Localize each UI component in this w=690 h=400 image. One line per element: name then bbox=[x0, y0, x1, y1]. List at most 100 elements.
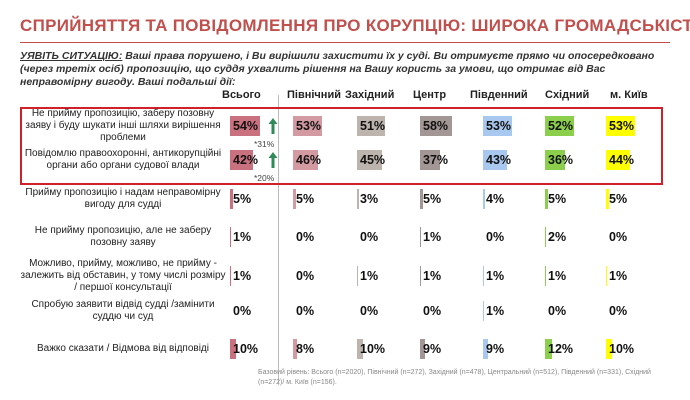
bar bbox=[230, 266, 231, 286]
bar bbox=[420, 116, 452, 136]
value-label: 1% bbox=[548, 269, 567, 283]
bar bbox=[420, 266, 421, 286]
bar bbox=[230, 227, 231, 247]
value-label: 43% bbox=[486, 153, 512, 167]
arrow-shape bbox=[268, 118, 278, 134]
arrow-shape bbox=[268, 152, 278, 168]
value-label: 9% bbox=[423, 342, 442, 356]
value-label: 1% bbox=[486, 269, 505, 283]
column-header: Західний bbox=[345, 89, 395, 101]
bar bbox=[483, 301, 484, 321]
value-label: 12% bbox=[548, 342, 574, 356]
bar bbox=[357, 116, 386, 136]
bar bbox=[357, 339, 363, 359]
column-header: Східний bbox=[545, 89, 590, 101]
value-label: 46% bbox=[296, 153, 322, 167]
title-rule bbox=[20, 42, 670, 43]
value-label: 0% bbox=[548, 304, 567, 318]
value-label: 54% bbox=[233, 119, 259, 133]
bar bbox=[606, 189, 609, 209]
value-label: 4% bbox=[486, 192, 505, 206]
value-label: 2% bbox=[548, 230, 567, 244]
value-label: 0% bbox=[296, 269, 315, 283]
up-arrow bbox=[268, 118, 278, 134]
value-label: 0% bbox=[360, 304, 379, 318]
value-label: 5% bbox=[548, 192, 567, 206]
question: УЯВІТЬ СИТУАЦІЮ: Ваші права порушено, і … bbox=[20, 50, 670, 89]
annotation: *20% bbox=[254, 173, 275, 183]
value-label: 0% bbox=[423, 304, 442, 318]
bar bbox=[483, 339, 488, 359]
bar bbox=[483, 116, 513, 136]
row-label: Повідомлю правоохоронні, антикорупційні … bbox=[24, 148, 222, 171]
bar bbox=[606, 116, 636, 136]
row-label: Не прийму пропозицію, але не заберу позо… bbox=[34, 225, 212, 248]
bar bbox=[606, 339, 612, 359]
bar bbox=[483, 189, 486, 209]
bar bbox=[420, 189, 423, 209]
value-label: 10% bbox=[360, 342, 386, 356]
value-label: 37% bbox=[423, 153, 449, 167]
bar bbox=[293, 189, 296, 209]
row-label: Прийму пропозицію і надам неправомірну в… bbox=[25, 187, 221, 210]
value-label: 3% bbox=[360, 192, 379, 206]
value-label: 0% bbox=[296, 230, 315, 244]
highlight-box bbox=[20, 107, 663, 185]
value-label: 1% bbox=[233, 230, 252, 244]
value-label: 1% bbox=[233, 269, 252, 283]
value-label: 0% bbox=[609, 304, 628, 318]
value-label: 0% bbox=[486, 230, 505, 244]
bar bbox=[357, 266, 358, 286]
value-label: 45% bbox=[360, 153, 386, 167]
value-label: 44% bbox=[609, 153, 635, 167]
value-label: 1% bbox=[360, 269, 379, 283]
bar bbox=[545, 339, 552, 359]
bar bbox=[483, 266, 484, 286]
bar bbox=[420, 227, 421, 247]
value-label: 5% bbox=[609, 192, 628, 206]
bar bbox=[420, 150, 441, 170]
value-label: 0% bbox=[233, 304, 252, 318]
bar bbox=[230, 189, 233, 209]
bar bbox=[357, 189, 359, 209]
bar bbox=[545, 189, 548, 209]
value-label: 0% bbox=[360, 230, 379, 244]
value-label: 53% bbox=[296, 119, 322, 133]
value-label: 42% bbox=[233, 153, 259, 167]
footnote: Базовий рівень: Всього (n=2020), Північн… bbox=[258, 369, 651, 386]
value-label: 5% bbox=[233, 192, 252, 206]
bar bbox=[483, 150, 507, 170]
value-label: 36% bbox=[548, 153, 574, 167]
question-text: Ваші права порушено, і Ви вирішили захис… bbox=[20, 50, 655, 88]
annotation: *31% bbox=[254, 139, 275, 149]
column-header: Центр bbox=[413, 89, 447, 101]
title: СПРИЙНЯТТЯ ТА ПОВІДОМЛЕННЯ ПРО КОРУПЦІЮ:… bbox=[20, 16, 690, 35]
bar bbox=[420, 339, 425, 359]
bar bbox=[545, 116, 574, 136]
value-label: 1% bbox=[423, 230, 442, 244]
bar bbox=[293, 339, 298, 359]
value-label: 51% bbox=[360, 119, 386, 133]
bar bbox=[545, 227, 547, 247]
column-header: м. Київ bbox=[610, 89, 648, 101]
value-label: 1% bbox=[423, 269, 442, 283]
value-label: 52% bbox=[548, 119, 574, 133]
bar bbox=[545, 150, 565, 170]
value-label: 9% bbox=[486, 342, 505, 356]
bar bbox=[545, 266, 546, 286]
row-label: Спробую заявити відвід судді /замінити с… bbox=[31, 299, 215, 322]
value-label: 58% bbox=[423, 119, 449, 133]
divider bbox=[278, 95, 279, 385]
value-label: 53% bbox=[609, 119, 635, 133]
value-label: 8% bbox=[296, 342, 315, 356]
row-label: Можливо, прийму, можливо, не прийму - за… bbox=[20, 258, 226, 293]
bar bbox=[606, 266, 607, 286]
value-label: 0% bbox=[296, 304, 315, 318]
column-header: Північний bbox=[287, 89, 341, 101]
value-label: 53% bbox=[486, 119, 512, 133]
bar bbox=[230, 150, 254, 170]
value-label: 1% bbox=[609, 269, 628, 283]
value-label: 5% bbox=[423, 192, 442, 206]
value-label: 1% bbox=[486, 304, 505, 318]
